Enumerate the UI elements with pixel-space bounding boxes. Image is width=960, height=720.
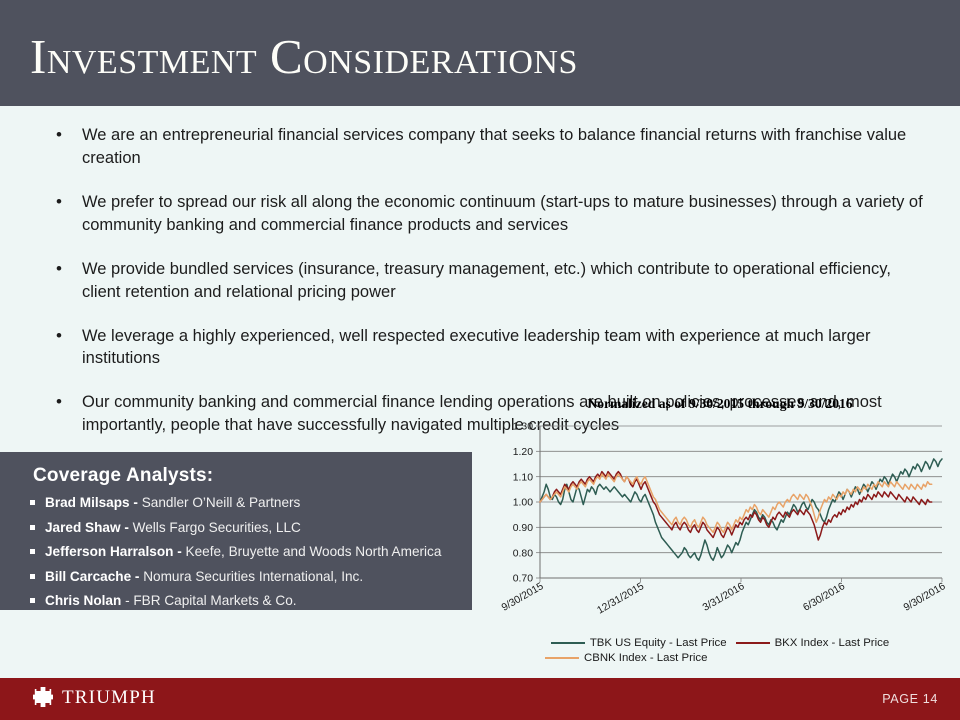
legend-row-2: CBNK Index - Last Price <box>490 652 950 664</box>
x-axis-tick-label: 9/30/2016 <box>902 581 948 614</box>
chart-series-line-2 <box>539 473 933 534</box>
page-title: Investment Considerations <box>30 29 578 84</box>
analyst-firm: - FBR Capital Markets & Co. <box>121 593 297 609</box>
analyst-firm: Nomura Securities International, Inc. <box>139 568 364 584</box>
brand-name: TRIUMPH <box>62 686 156 708</box>
analyst-name: Jefferson Harralson - <box>45 544 182 560</box>
x-axis-tick-label: 12/31/2015 <box>595 581 646 617</box>
analyst-item: Brad Milsaps - Sandler O’Neill & Partner… <box>30 496 464 510</box>
y-axis-tick-label: 0.70 <box>513 574 533 585</box>
bullet-text: We prefer to spread our risk all along t… <box>82 192 923 234</box>
y-axis-tick-label: 1.20 <box>513 447 533 458</box>
legend-label-bkx: BKX Index - Last Price <box>774 637 890 649</box>
bullet-dot-icon: • <box>56 191 62 211</box>
brand-logo: TRIUMPH <box>32 686 156 708</box>
y-axis-tick-label: 0.80 <box>513 548 533 559</box>
cross-logo-icon <box>33 687 53 707</box>
analyst-firm: Sandler O’Neill & Partners <box>137 495 301 510</box>
square-bullet-icon <box>30 598 35 604</box>
legend-swatch-tbk <box>550 641 585 645</box>
legend-row-1: TBK US Equity - Last Price BKX Index - L… <box>490 637 950 649</box>
bullet-item: • We leverage a highly experienced, well … <box>48 325 924 371</box>
bullet-list: • We are an entrepreneurial financial ser… <box>48 124 924 437</box>
bullet-text: We leverage a highly experienced, well r… <box>82 326 871 368</box>
square-bullet-icon <box>30 573 35 579</box>
x-axis-tick-label: 3/31/2016 <box>701 581 747 614</box>
coverage-analysts-title: Coverage Analysts: <box>33 465 214 486</box>
chart-plot-area: 1.30 1.20 1.10 1.00 0.90 0.80 0.709/30/2015 12/… <box>500 422 948 617</box>
x-axis-tick-label: 6/30/2016 <box>801 581 847 614</box>
legend-label-tbk: TBK US Equity - Last Price <box>589 637 727 649</box>
chart-series-line-0 <box>539 458 943 562</box>
y-axis-tick-label: 0.90 <box>513 523 533 534</box>
slide-footer: TRIUMPH PAGE 14 <box>0 678 960 720</box>
bullet-text: Our community banking and commercial fin… <box>82 393 882 435</box>
legend-item-tbk: TBK US Equity - Last Price <box>550 637 727 649</box>
analyst-firm: Wells Fargo Securities, LLC <box>128 519 301 535</box>
legend-item-bkx: BKX Index - Last Price <box>735 637 890 649</box>
square-bullet-icon <box>30 549 35 555</box>
bullet-item: • Our community banking and commercial fi… <box>48 391 924 437</box>
y-axis-tick-label: 1.10 <box>513 472 533 483</box>
x-axis-tick-label: 9/30/2015 <box>500 581 546 614</box>
analyst-name: Brad Milsaps - <box>45 495 138 510</box>
bullet-item: • We prefer to spread our risk all along … <box>48 191 924 237</box>
chart-series-line-1 <box>539 470 933 541</box>
analyst-name: Jared Shaw - <box>45 519 129 535</box>
chart-title: Normalized as of 9/30/2015 through 9/30/… <box>587 396 853 411</box>
analyst-item: Jefferson Harralson - Keefe, Bruyette an… <box>30 545 464 559</box>
performance-chart: Normalized as of 9/30/2015 through 9/30/… <box>490 396 950 686</box>
analyst-item: Chris Nolan - FBR Capital Markets & Co. <box>30 594 464 608</box>
coverage-analysts-panel: Coverage Analysts: Brad Milsaps - Sandle… <box>0 452 472 610</box>
legend-item-cbnk: CBNK Index - Last Price <box>545 652 707 664</box>
legend-swatch-bkx <box>735 641 770 645</box>
analyst-list: Brad Milsaps - Sandler O’Neill & Partner… <box>30 496 464 619</box>
slide-header: Investment Considerations <box>0 0 960 106</box>
bullet-dot-icon: • <box>56 125 62 144</box>
legend-label-cbnk: CBNK Index - Last Price <box>584 652 708 664</box>
analyst-firm: Keefe, Bruyette and Woods North America <box>181 544 442 560</box>
page-number: PAGE 14 <box>882 692 938 706</box>
y-axis-tick-label: 1.00 <box>513 498 533 509</box>
square-bullet-icon <box>30 500 35 505</box>
analyst-item: Bill Carcache - Nomura Securities Intern… <box>30 568 464 584</box>
bullet-text: We provide bundled services (insurance, … <box>82 259 891 301</box>
y-axis-tick-label: 1.30 <box>513 422 533 433</box>
analyst-item: Jared Shaw - Wells Fargo Securities, LLC <box>30 519 464 535</box>
bullet-dot-icon: • <box>56 325 62 345</box>
bullet-dot-icon: • <box>56 258 62 278</box>
bullet-text: We are an entrepreneurial financial serv… <box>82 126 907 167</box>
bullet-item: • We provide bundled services (insurance,… <box>48 258 924 304</box>
analyst-name: Chris Nolan <box>45 593 122 609</box>
analyst-name: Bill Carcache - <box>45 568 140 584</box>
bullet-item: • We are an entrepreneurial financial ser… <box>48 124 924 170</box>
legend-swatch-cbnk <box>545 656 579 660</box>
bullet-dot-icon: • <box>56 392 62 412</box>
square-bullet-icon <box>30 524 35 530</box>
chart-legend: TBK US Equity - Last Price BKX Index - L… <box>490 634 950 664</box>
